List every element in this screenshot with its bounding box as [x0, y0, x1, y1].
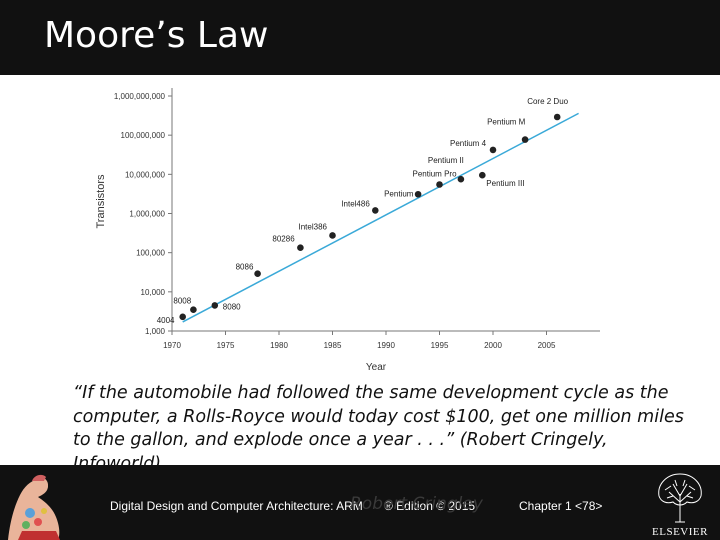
data-point-label: Pentium M: [487, 118, 526, 127]
x-tick-label: 1990: [377, 341, 395, 350]
data-point: [179, 313, 186, 321]
y-tick-label: 10,000,000: [125, 170, 166, 179]
x-tick-label: 1985: [324, 341, 342, 350]
footer-edition: ® Edition © 2015: [384, 499, 476, 513]
slide-title: Moore’s Law: [44, 15, 269, 56]
data-point: [329, 232, 336, 239]
data-point: [190, 306, 197, 313]
elsevier-tree-logo: [647, 468, 713, 540]
y-tick-label: 10,000: [141, 288, 166, 297]
data-point-label: Pentium: [384, 189, 414, 198]
data-point-label: 8086: [236, 263, 254, 272]
data-point: [414, 190, 422, 198]
data-point-label: Intel386: [299, 222, 328, 231]
data-point: [553, 113, 561, 121]
moores-law-chart: 1,000 10,000 100,000 1,000,000 10,000,000 100…: [95, 88, 600, 373]
x-tick-label: 1980: [270, 341, 288, 350]
y-tick-label: 1,000: [145, 327, 166, 336]
x-tick-label: 2005: [538, 341, 556, 350]
data-point: [436, 181, 443, 188]
data-point-label: Pentium II: [428, 156, 464, 165]
data-point: [479, 171, 486, 179]
data-point: [297, 244, 304, 251]
footer-book-title: Digital Design and Computer Architecture…: [110, 499, 363, 513]
title-bar: [0, 0, 720, 75]
footer-chapter: Chapter 1 <78>: [519, 499, 603, 513]
quote-text: “If the automobile had followed the same…: [73, 383, 684, 474]
data-point-label: Pentium 4: [450, 139, 487, 148]
data-point-label: 80286: [272, 235, 295, 244]
data-point-label: 4004: [157, 316, 175, 325]
quote-attribution-ghost: Robert Cringley: [350, 494, 483, 514]
data-point: [489, 146, 497, 154]
quote: “If the automobile had followed the same…: [73, 382, 698, 476]
x-tick-label: 1975: [217, 341, 235, 350]
data-point-label: 8008: [173, 297, 191, 306]
tattooed-arm-image: [0, 467, 82, 540]
data-point-label: 8080: [223, 302, 241, 311]
y-axis-label: Transistors: [95, 174, 107, 228]
x-tick-label: 2000: [484, 341, 502, 350]
x-axis-label: Year: [366, 362, 387, 373]
data-point: [521, 136, 529, 143]
publisher-name: ELSEVIER: [652, 526, 708, 538]
y-tick-label: 1,000,000,000: [114, 92, 166, 101]
data-point-label: Core 2 Duo: [527, 97, 568, 106]
data-point-label: Intel486: [341, 199, 370, 208]
x-tick-label: 1995: [431, 341, 449, 350]
x-tick-label: 1970: [163, 341, 181, 350]
footer-bar: [0, 465, 720, 540]
trend-line: [182, 112, 579, 323]
data-point: [372, 207, 379, 214]
data-point: [254, 270, 261, 278]
data-point-label: Pentium III: [486, 179, 524, 188]
y-tick-label: 100,000,000: [121, 131, 166, 140]
data-point: [457, 175, 465, 183]
data-point-label: Pentium Pro: [413, 170, 458, 179]
y-tick-label: 100,000: [136, 249, 165, 258]
data-point: [211, 302, 219, 309]
y-tick-label: 1,000,000: [129, 210, 165, 219]
